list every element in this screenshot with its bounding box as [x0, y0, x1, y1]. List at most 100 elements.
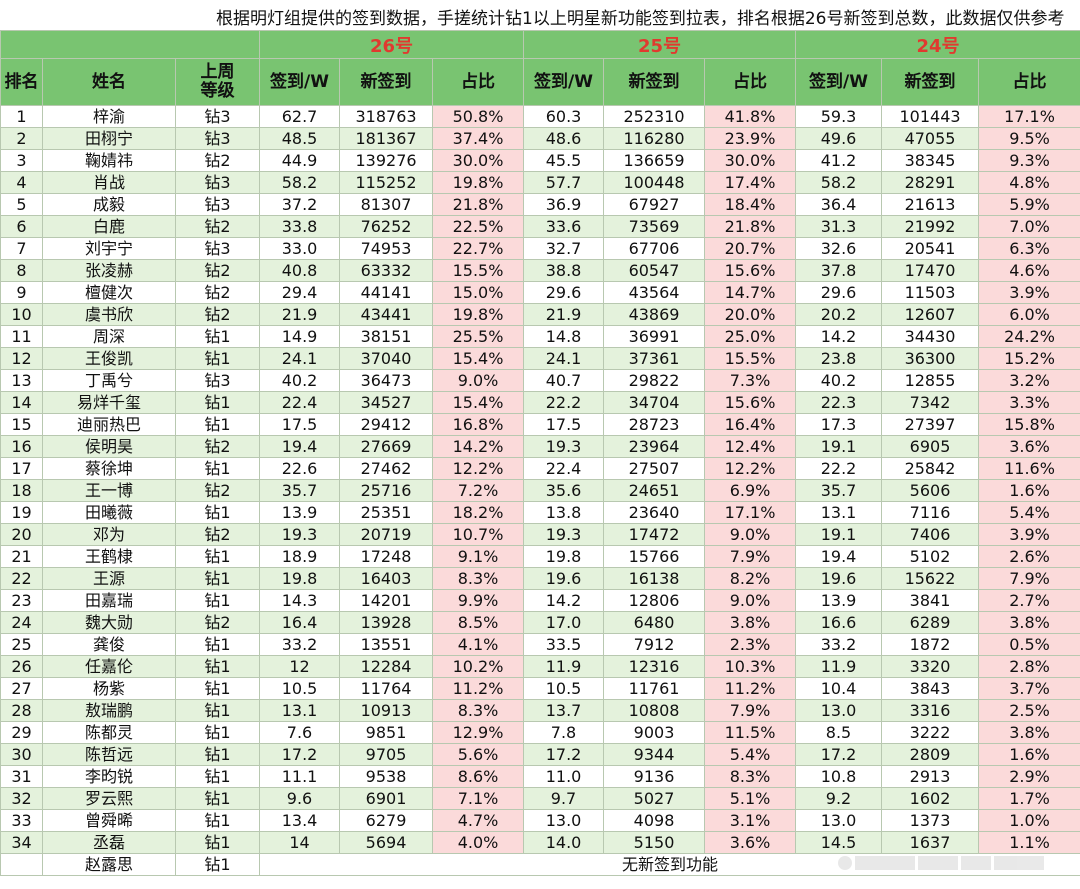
cell-ratio-25: 23.9% [704, 127, 797, 150]
cell-ratio-24: 4.8% [978, 171, 1080, 194]
cell-ratio-26: 19.8% [432, 303, 525, 326]
cell-rank: 14 [0, 391, 43, 414]
cell-new-checkin-24: 7406 [881, 523, 980, 546]
cell-checkin-24: 49.6 [795, 127, 883, 150]
cell-rank: 32 [0, 787, 43, 810]
cell-rank: 29 [0, 721, 43, 744]
cell-level: 钻2 [174, 435, 261, 458]
cell-rank: 2 [0, 127, 43, 150]
cell-ratio-24: 7.9% [978, 567, 1080, 590]
cell-checkin-26: 16.4 [259, 611, 341, 634]
table-row: 29 陈都灵 钻1 7.6 9851 12.9% 7.8 9003 11.5% 8.5 3222 3.… [0, 721, 1080, 744]
cell-checkin-25: 57.7 [523, 171, 605, 194]
cell-ratio-26: 18.2% [432, 501, 525, 524]
cell-level: 钻1 [174, 501, 261, 524]
cell-ratio-24: 5.4% [978, 501, 1080, 524]
cell-checkin-25: 13.0 [523, 809, 605, 832]
cell-new-checkin-25: 16138 [603, 567, 706, 590]
cell-new-checkin-24: 34430 [881, 325, 980, 348]
cell-ratio-25: 7.9% [704, 545, 797, 568]
cell-ratio-26: 4.1% [432, 633, 525, 656]
cell-new-checkin-26: 27462 [339, 457, 434, 480]
cell-new-checkin-24: 5102 [881, 545, 980, 568]
cell-level: 钻2 [174, 149, 261, 172]
cell-checkin-25: 22.4 [523, 457, 605, 480]
cell-ratio-24: 9.5% [978, 127, 1080, 150]
cell-ratio-24: 6.0% [978, 303, 1080, 326]
cell-checkin-26: 11.1 [259, 765, 341, 788]
cell-new-checkin-26: 115252 [339, 171, 434, 194]
day-header-26: 26号 [259, 30, 525, 59]
cell-new-checkin-24: 7342 [881, 391, 980, 414]
cell-new-checkin-24: 1373 [881, 809, 980, 832]
cell-ratio-26: 7.2% [432, 479, 525, 502]
cell-new-checkin-24: 2809 [881, 743, 980, 766]
cell-new-checkin-25: 28723 [603, 413, 706, 436]
cell-ratio-26: 22.7% [432, 237, 525, 260]
cell-new-checkin-26: 13551 [339, 633, 434, 656]
cell-checkin-24: 33.2 [795, 633, 883, 656]
cell-checkin-25: 11.0 [523, 765, 605, 788]
cell-checkin-25: 21.9 [523, 303, 605, 326]
cell-checkin-24: 58.2 [795, 171, 883, 194]
cell-name: 田栩宁 [42, 127, 176, 150]
cell-rank: 26 [0, 655, 43, 678]
cell-rank: 9 [0, 281, 43, 304]
cell-new-checkin-24: 21992 [881, 215, 980, 238]
cell-level: 钻1 [174, 633, 261, 656]
cell-name: 白鹿 [42, 215, 176, 238]
table-row: 32 罗云熙 钻1 9.6 6901 7.1% 9.7 5027 5.1% 9.2 1602 1.7% [0, 787, 1080, 810]
cell-name: 王鹤棣 [42, 545, 176, 568]
cell-ratio-26: 15.5% [432, 259, 525, 282]
cell-checkin-24: 19.1 [795, 523, 883, 546]
col-header-checkin-per-w: 签到/W [259, 58, 341, 106]
cell-ratio-24: 0.5% [978, 633, 1080, 656]
table-row: 18 王一博 钻2 35.7 25716 7.2% 35.6 24651 6.9% 35.7 560… [0, 479, 1080, 502]
table-row-last: 赵露思 钻1 无新签到功能 [0, 853, 1080, 876]
table-row: 16 侯明昊 钻2 19.4 27669 14.2% 19.3 23964 12.4% 19.1 6… [0, 435, 1080, 458]
cell-name: 肖战 [42, 171, 176, 194]
col-header-checkin-per-w: 签到/W [795, 58, 883, 106]
cell-new-checkin-26: 6901 [339, 787, 434, 810]
cell-level: 钻1 [174, 655, 261, 678]
cell-name: 罗云熙 [42, 787, 176, 810]
cell-checkin-24: 10.4 [795, 677, 883, 700]
cell-checkin-25: 48.6 [523, 127, 605, 150]
cell-new-checkin-26: 181367 [339, 127, 434, 150]
cell-new-checkin-25: 9136 [603, 765, 706, 788]
cell-ratio-26: 5.6% [432, 743, 525, 766]
table-row: 31 李昀锐 钻1 11.1 9538 8.6% 11.0 9136 8.3% 10.8 2913 2… [0, 765, 1080, 788]
cell-new-checkin-24: 7116 [881, 501, 980, 524]
table-row: 11 周深 钻1 14.9 38151 25.5% 14.8 36991 25.0% 14.2 34… [0, 325, 1080, 348]
cell-new-checkin-26: 9705 [339, 743, 434, 766]
cell-checkin-26: 48.5 [259, 127, 341, 150]
cell-new-checkin-26: 11764 [339, 677, 434, 700]
table-row: 24 魏大勋 钻2 16.4 13928 8.5% 17.0 6480 3.8% 16.6 6289… [0, 611, 1080, 634]
cell-checkin-24: 22.3 [795, 391, 883, 414]
cell-ratio-25: 15.6% [704, 259, 797, 282]
cell-name: 檀健次 [42, 281, 176, 304]
cell-checkin-25: 33.5 [523, 633, 605, 656]
cell-new-checkin-25: 15766 [603, 545, 706, 568]
cell-note-no-new-checkin: 无新签到功能 [259, 853, 1080, 876]
cell-ratio-25: 3.1% [704, 809, 797, 832]
table-row: 17 蔡徐坤 钻1 22.6 27462 12.2% 22.4 27507 12.2% 22.2 2… [0, 457, 1080, 480]
cell-rank: 5 [0, 193, 43, 216]
cell-rank: 17 [0, 457, 43, 480]
cell-new-checkin-25: 5150 [603, 831, 706, 854]
cell-checkin-25: 45.5 [523, 149, 605, 172]
cell-rank: 21 [0, 545, 43, 568]
cell-ratio-24: 1.7% [978, 787, 1080, 810]
cell-name: 杨紫 [42, 677, 176, 700]
table-row: 4 肖战 钻3 58.2 115252 19.8% 57.7 100448 17.4% 58.2 2… [0, 171, 1080, 194]
cell-checkin-26: 13.4 [259, 809, 341, 832]
cell-ratio-25: 20.7% [704, 237, 797, 260]
cell-checkin-26: 14.9 [259, 325, 341, 348]
cell-new-checkin-25: 43869 [603, 303, 706, 326]
cell-level: 钻1 [174, 787, 261, 810]
cell-new-checkin-25: 67706 [603, 237, 706, 260]
cell-new-checkin-26: 12284 [339, 655, 434, 678]
cell-checkin-24: 59.3 [795, 105, 883, 128]
cell-ratio-24: 1.1% [978, 831, 1080, 854]
cell-checkin-25: 19.3 [523, 523, 605, 546]
